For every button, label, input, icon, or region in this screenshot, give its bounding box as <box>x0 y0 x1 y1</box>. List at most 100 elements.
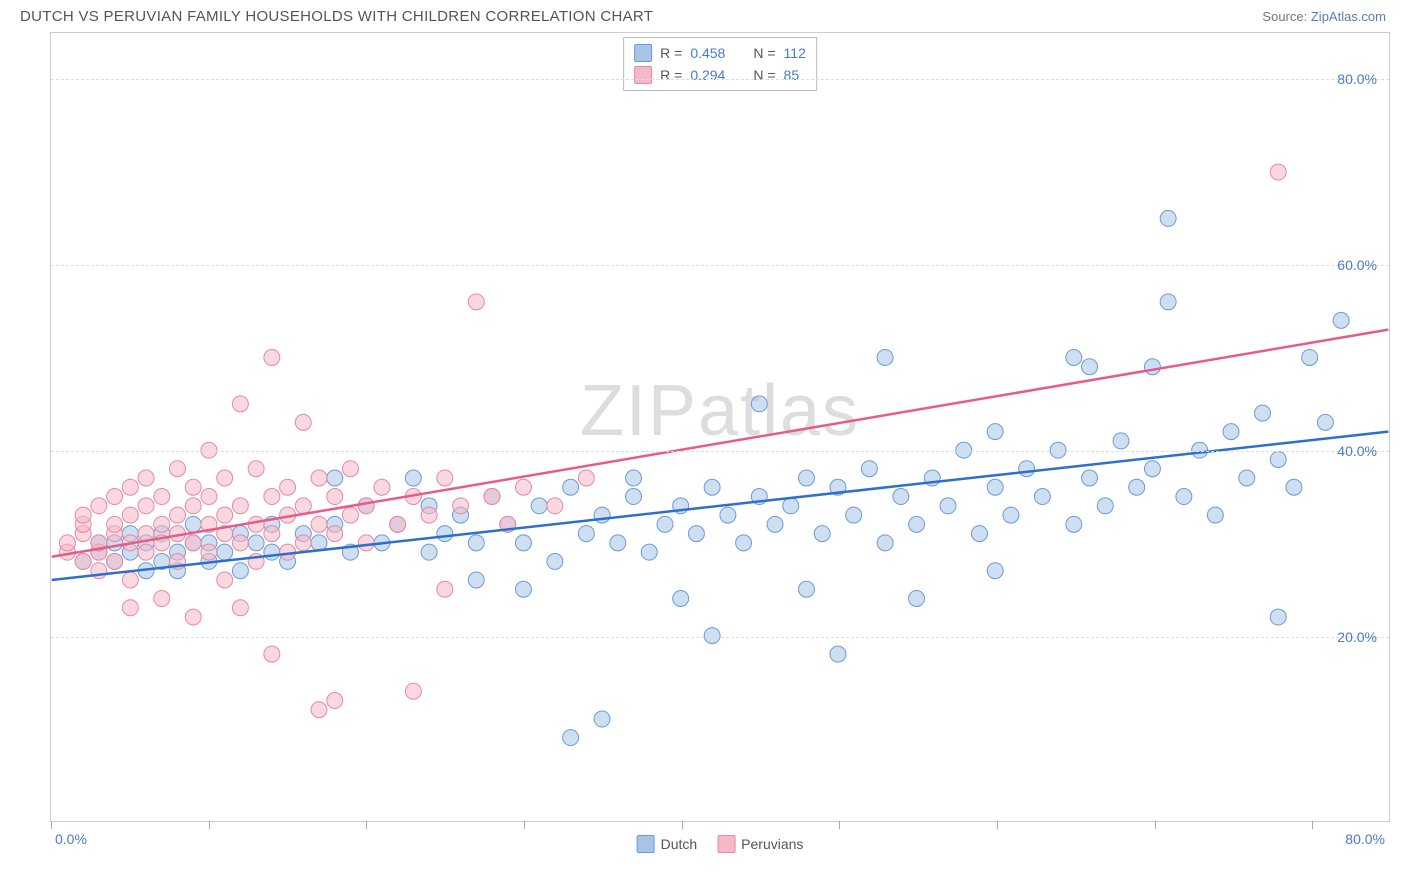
data-point <box>846 507 862 523</box>
x-axis-min-label: 0.0% <box>55 831 87 847</box>
data-point <box>264 646 280 662</box>
r-value: 0.294 <box>690 67 725 83</box>
data-point <box>185 516 201 532</box>
data-point <box>232 535 248 551</box>
data-point <box>1302 349 1318 365</box>
data-point <box>720 507 736 523</box>
data-point <box>1066 349 1082 365</box>
x-tick <box>1312 821 1313 829</box>
data-point <box>138 498 154 514</box>
data-point <box>987 424 1003 440</box>
data-point <box>484 489 500 505</box>
data-point <box>405 470 421 486</box>
data-point <box>122 572 138 588</box>
n-value: 112 <box>784 45 806 61</box>
data-point <box>1270 451 1286 467</box>
data-point <box>1160 210 1176 226</box>
data-point <box>217 572 233 588</box>
data-point <box>232 600 248 616</box>
data-point <box>91 498 107 514</box>
data-point <box>515 479 531 495</box>
data-point <box>107 516 123 532</box>
data-point <box>1223 424 1239 440</box>
data-point <box>437 581 453 597</box>
data-point <box>122 600 138 616</box>
data-point <box>1317 414 1333 430</box>
data-point <box>1129 479 1145 495</box>
data-point <box>264 526 280 542</box>
x-tick <box>997 821 998 829</box>
data-point <box>1082 359 1098 375</box>
data-point <box>59 535 75 551</box>
data-point <box>453 498 469 514</box>
data-point <box>1144 461 1160 477</box>
data-point <box>107 553 123 569</box>
data-point <box>390 516 406 532</box>
data-point <box>232 396 248 412</box>
data-point <box>626 489 642 505</box>
data-point <box>138 544 154 560</box>
data-point <box>295 535 311 551</box>
data-point <box>374 479 390 495</box>
correlation-legend-row: R = 0.294N = 85 <box>634 64 806 86</box>
data-point <box>170 461 186 477</box>
data-point <box>799 581 815 597</box>
data-point <box>185 535 201 551</box>
y-tick-label: 80.0% <box>1337 71 1377 87</box>
legend-item: Peruvians <box>717 835 803 853</box>
data-point <box>767 516 783 532</box>
data-point <box>547 553 563 569</box>
data-point <box>956 442 972 458</box>
data-point <box>641 544 657 560</box>
data-point <box>468 294 484 310</box>
series-legend: Dutch Peruvians <box>637 835 804 853</box>
data-point <box>358 535 374 551</box>
data-point <box>1333 312 1349 328</box>
data-point <box>232 498 248 514</box>
data-point <box>893 489 909 505</box>
data-point <box>421 507 437 523</box>
data-point <box>311 470 327 486</box>
grid-line <box>51 79 1389 80</box>
chart-plot-area: ZIPatlas R = 0.458N = 112R = 0.294N = 85… <box>50 32 1390 822</box>
data-point <box>122 507 138 523</box>
data-point <box>909 516 925 532</box>
data-point <box>217 544 233 560</box>
data-point <box>358 498 374 514</box>
source-link[interactable]: ZipAtlas.com <box>1311 9 1386 24</box>
data-point <box>688 526 704 542</box>
data-point <box>138 470 154 486</box>
data-point <box>1050 442 1066 458</box>
r-label: R = <box>660 45 682 61</box>
data-point <box>578 470 594 486</box>
x-tick <box>682 821 683 829</box>
data-point <box>75 507 91 523</box>
data-point <box>264 489 280 505</box>
data-point <box>704 479 720 495</box>
data-point <box>327 470 343 486</box>
data-point <box>327 693 343 709</box>
data-point <box>751 396 767 412</box>
data-point <box>295 414 311 430</box>
data-point <box>248 461 264 477</box>
y-tick-label: 40.0% <box>1337 443 1377 459</box>
data-point <box>1176 489 1192 505</box>
r-value: 0.458 <box>690 45 725 61</box>
data-point <box>783 498 799 514</box>
scatter-svg <box>51 33 1389 821</box>
data-point <box>578 526 594 542</box>
data-point <box>1113 433 1129 449</box>
data-point <box>1192 442 1208 458</box>
legend-label: Dutch <box>661 836 698 852</box>
chart-header: DUTCH VS PERUVIAN FAMILY HOUSEHOLDS WITH… <box>0 0 1406 29</box>
n-label: N = <box>753 67 775 83</box>
data-point <box>531 498 547 514</box>
correlation-legend: R = 0.458N = 112R = 0.294N = 85 <box>623 37 817 91</box>
data-point <box>327 489 343 505</box>
data-point <box>1144 359 1160 375</box>
r-label: R = <box>660 67 682 83</box>
data-point <box>437 526 453 542</box>
data-point <box>673 591 689 607</box>
data-point <box>626 470 642 486</box>
data-point <box>264 349 280 365</box>
